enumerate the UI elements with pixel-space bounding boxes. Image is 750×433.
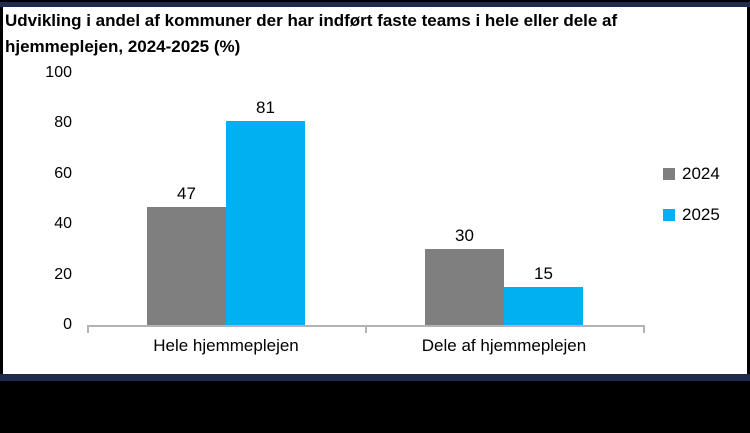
x-axis-tick [365, 325, 367, 333]
bottom-black-band [0, 381, 750, 433]
left-black-border [0, 7, 3, 375]
y-axis-tick-label: 40 [54, 215, 72, 233]
bar-2025-1 [504, 287, 583, 325]
right-black-border [747, 7, 750, 375]
bar-value-label: 15 [534, 264, 553, 284]
bar-2024-0 [147, 206, 226, 325]
bar-value-label: 47 [177, 183, 196, 203]
y-axis-tick-label: 60 [54, 164, 72, 182]
bar-2024-1 [425, 249, 504, 325]
legend-label: 2025 [682, 205, 720, 224]
legend-swatch-icon [663, 168, 675, 180]
x-axis-category-label: Dele af hjemmeplejen [421, 336, 587, 355]
x-axis-tick [87, 325, 89, 333]
chart-legend: 2024 2025 [663, 165, 720, 224]
y-axis-tick-label: 80 [54, 114, 72, 132]
y-axis-tick-label: 0 [63, 316, 72, 333]
bar-2025-0 [226, 120, 305, 325]
x-axis-tick [643, 325, 645, 333]
x-axis-category-label: Hele hjemmeplejen [153, 336, 299, 355]
legend-item-2025: 2025 [663, 206, 720, 224]
chart-title: Udvikling i andel af kommuner der har in… [5, 11, 618, 56]
top-navy-border [0, 0, 750, 7]
legend-item-2024: 2024 [663, 165, 720, 183]
bar-value-label: 30 [455, 226, 474, 246]
bar-value-label: 81 [256, 97, 275, 117]
legend-swatch-icon [663, 209, 675, 221]
legend-label: 2024 [682, 164, 720, 183]
bottom-navy-border [0, 374, 750, 381]
y-axis-tick-label: 20 [54, 265, 72, 283]
y-axis-tick-label: 100 [45, 64, 72, 81]
